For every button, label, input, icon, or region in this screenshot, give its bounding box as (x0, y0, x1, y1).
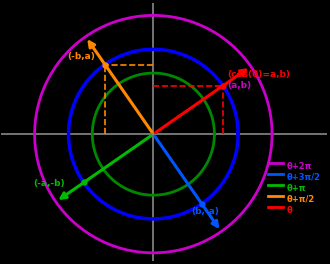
Text: θ: θ (286, 206, 292, 215)
Text: θ+π: θ+π (286, 184, 306, 193)
Text: (-a,-b): (-a,-b) (33, 179, 65, 188)
Text: (-b,a): (-b,a) (67, 53, 95, 62)
Text: θ+2π: θ+2π (286, 162, 312, 171)
Text: θ+3π/2: θ+3π/2 (286, 173, 320, 182)
Text: (cos(θ)=a,b): (cos(θ)=a,b) (227, 70, 290, 79)
Text: (a,b): (a,b) (227, 81, 251, 90)
Text: (b,-a): (b,-a) (191, 207, 219, 216)
Text: θ+π/2: θ+π/2 (286, 195, 315, 204)
